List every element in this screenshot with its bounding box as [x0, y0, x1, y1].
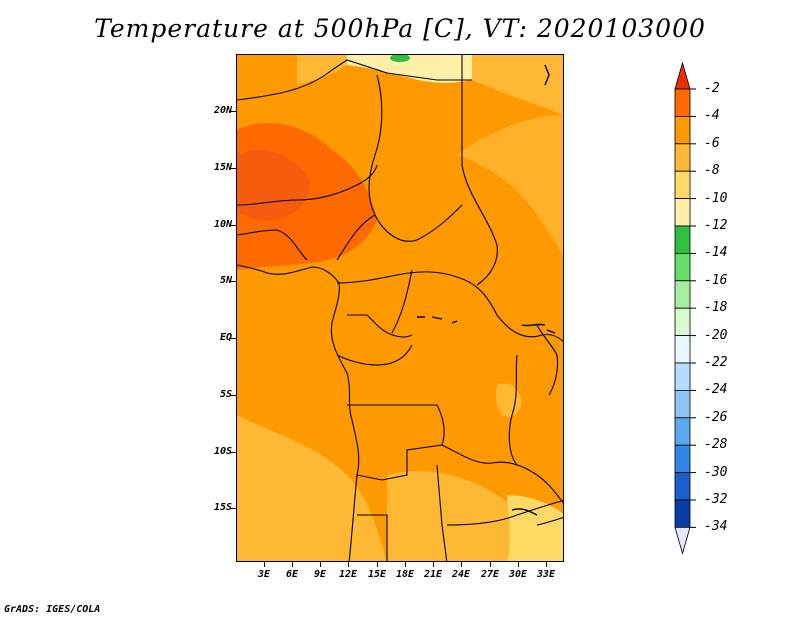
y-tick	[231, 395, 236, 396]
y-tick	[231, 452, 236, 453]
footer-credit: GrADS: IGES/COLA	[4, 604, 101, 615]
colorbar-label: -24	[704, 382, 728, 398]
x-tick	[461, 562, 462, 567]
x-tick	[518, 562, 519, 567]
colorbar-label: -26	[704, 409, 728, 425]
field-pale-southeast	[507, 495, 563, 561]
x-tick-label: 9E	[313, 569, 327, 580]
colorbar-segment	[674, 116, 691, 145]
colorbar-segment	[674, 335, 691, 364]
y-tick	[231, 508, 236, 509]
colorbar-segment	[674, 417, 691, 446]
colorbar-label: -34	[704, 519, 728, 535]
colorbar-label: -22	[704, 355, 728, 370]
x-tick-label: 33E	[536, 569, 556, 580]
colorbar-segment	[674, 444, 691, 474]
temperature-field	[237, 55, 563, 561]
y-tick	[231, 281, 236, 282]
y-tick-label: 5N	[219, 275, 232, 286]
colorbar-label: -6	[704, 135, 720, 151]
x-tick-label: 6E	[285, 569, 299, 580]
field-region-nw	[297, 55, 347, 85]
x-tick	[546, 562, 547, 567]
x-tick	[292, 562, 293, 567]
x-tick-label: 12E	[338, 569, 358, 580]
x-tick	[490, 562, 491, 567]
y-tick	[231, 338, 236, 339]
y-tick	[231, 168, 236, 169]
colorbar-label: -2	[704, 81, 720, 96]
colorbar-segments	[674, 61, 691, 555]
x-tick-label: 27E	[480, 569, 500, 580]
colorbar-label: -30	[704, 464, 728, 480]
field-light-east	[457, 115, 563, 257]
colorbar-label: -28	[704, 437, 728, 453]
colorbar-segment	[674, 472, 691, 501]
x-tick	[320, 562, 321, 567]
y-tick-label: 5S	[219, 389, 232, 400]
y-tick-label: 10N	[213, 219, 232, 230]
colorbar-segment	[674, 198, 691, 227]
x-tick-label: 24E	[451, 569, 471, 580]
colorbar-label: -8	[704, 163, 720, 179]
x-tick	[264, 562, 265, 567]
colorbar-top-arrow	[674, 61, 691, 90]
colorbar-label: -4	[704, 108, 720, 124]
x-tick-label: 3E	[257, 569, 271, 580]
colorbar-segment	[674, 362, 691, 391]
colorbar-segment	[674, 252, 691, 282]
field-light-lakes	[495, 383, 522, 417]
x-tick	[405, 562, 406, 567]
x-tick-label: 15E	[367, 569, 387, 580]
colorbar-segment	[674, 143, 691, 172]
colorbar-label: -12	[704, 218, 728, 233]
field-warm-core	[237, 150, 310, 221]
colorbar-segment	[674, 499, 691, 528]
y-tick-label: 20N	[213, 105, 232, 116]
map-panel	[236, 54, 564, 562]
colorbar-segment	[674, 225, 691, 254]
colorbar-segment	[674, 307, 691, 337]
colorbar-label: -18	[704, 300, 728, 316]
political-borders	[237, 55, 563, 561]
y-tick-label: 15S	[213, 502, 232, 513]
colorbar-label: -20	[704, 327, 728, 343]
colorbar-segment	[674, 280, 691, 309]
colorbar-label: -10	[704, 190, 728, 206]
colorbar-label: -32	[704, 492, 728, 507]
colorbar-label: -14	[704, 245, 728, 261]
x-tick	[348, 562, 349, 567]
field-green-spot	[390, 55, 410, 62]
x-tick	[377, 562, 378, 567]
y-tick-label: 15N	[213, 162, 232, 173]
coastline-details	[417, 64, 556, 516]
field-cool-region-north	[347, 55, 472, 83]
x-tick-label: 18E	[395, 569, 415, 580]
y-tick	[231, 111, 236, 112]
y-tick	[231, 225, 236, 226]
x-tick-label: 30E	[508, 569, 528, 580]
colorbar-bottom-arrow	[674, 527, 691, 555]
colorbar-ticks	[690, 88, 696, 528]
colorbar-segment	[674, 170, 691, 199]
colorbar-segment	[674, 88, 691, 117]
field-region-ne	[472, 55, 563, 115]
field-light-southwest	[237, 415, 387, 561]
colorbar-segment	[674, 389, 691, 419]
x-tick	[433, 562, 434, 567]
chart-title: Temperature at 500hPa [C], VT: 202010300…	[94, 14, 706, 43]
y-tick-label: 10S	[213, 446, 232, 457]
x-tick-label: 21E	[423, 569, 443, 580]
y-tick-label: EQ	[219, 332, 232, 343]
colorbar-label: -16	[704, 272, 728, 288]
